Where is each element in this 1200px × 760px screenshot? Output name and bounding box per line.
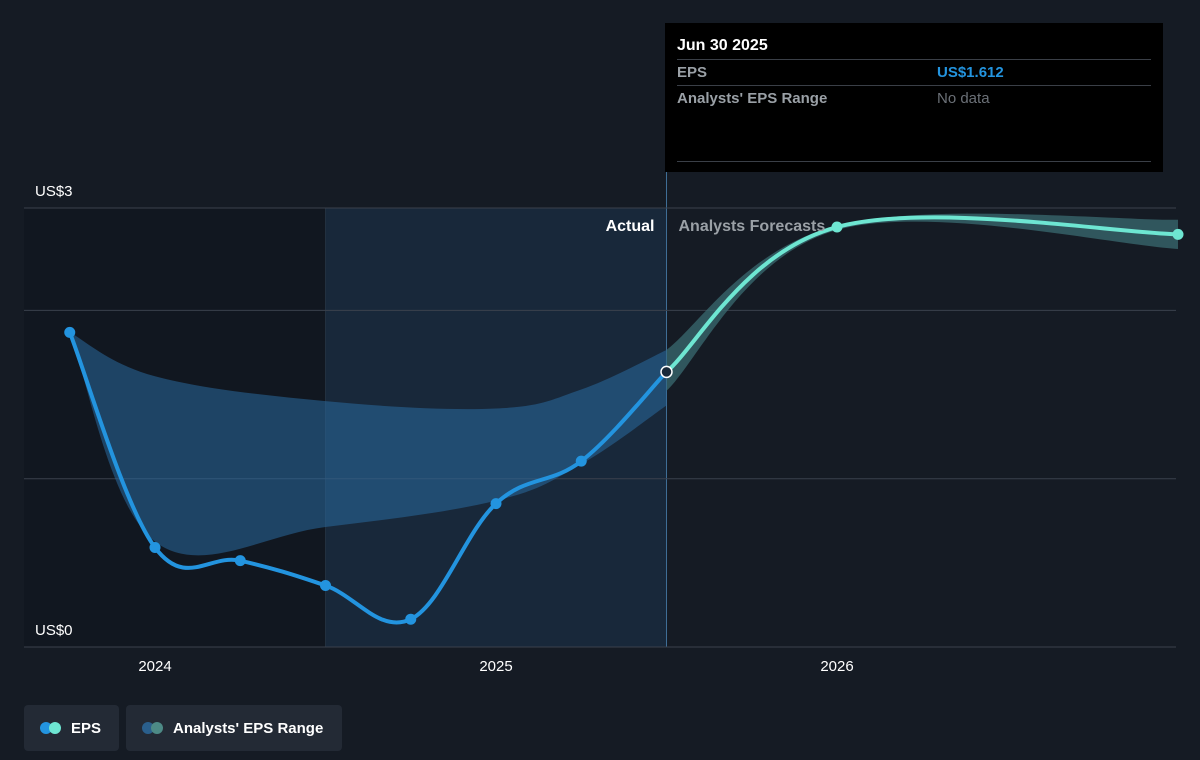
tooltip-range-value: No data [937,90,990,107]
forecast-point [1172,228,1184,240]
forecast-eps-line [664,215,1180,374]
tooltip-date: Jun 30 2025 [677,37,768,54]
forecast-region-label: Analysts Forecasts [679,218,826,235]
tooltip-row-range: Analysts' EPS Range No data [677,85,1151,111]
tooltip-eps-value: US$1.612 [937,64,1004,81]
x-tick-label: 2024 [138,658,171,675]
eps-point [405,613,417,625]
eps-point [234,555,246,567]
legend-item-eps[interactable]: EPS [24,705,119,751]
tooltip-panel: Jun 30 2025 EPS US$1.612 Analysts' EPS R… [665,23,1163,172]
tooltip-eps-label: EPS [677,64,708,81]
legend-label-eps: EPS [71,719,102,737]
tooltip-range-label: Analysts' EPS Range [677,90,828,107]
eps-point [149,541,161,553]
y-tick-label: US$0 [35,622,73,639]
eps-point [575,455,587,467]
eps-point [490,498,502,510]
forecast-point [831,221,843,233]
range-legend-icon [142,722,163,734]
x-tick-label: 2026 [820,658,853,675]
forecast-range-band [666,213,1178,391]
actual-region-label: Actual [606,218,655,235]
tooltip-row-eps: EPS US$1.612 [677,59,1151,85]
eps-point [320,580,331,592]
eps-legend-icon [40,722,61,734]
data-point-layer [64,221,1184,625]
legend-label-range: Analysts' EPS Range [173,719,324,737]
label-layer: US$3 US$0 2024 2025 2026 Actual Analysts Forec… [35,183,854,675]
actual-range-band [69,332,667,556]
legend-item-range[interactable]: Analysts' EPS Range [126,705,342,751]
tooltip-divider [677,161,1151,162]
y-tick-label: US$3 [35,183,73,200]
highlight-point [660,365,673,379]
eps-point [64,326,76,338]
x-tick-label: 2025 [479,658,512,675]
